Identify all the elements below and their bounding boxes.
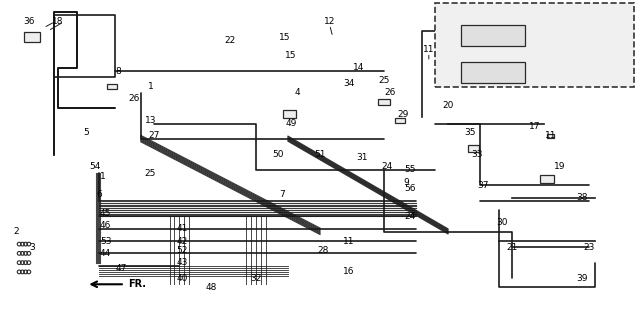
Text: 53: 53: [100, 236, 111, 246]
Text: 29: 29: [397, 110, 409, 119]
Text: 30: 30: [497, 218, 508, 227]
Text: 37: 37: [477, 181, 489, 190]
Bar: [461, 62, 525, 83]
Text: 21: 21: [506, 243, 518, 252]
Text: 11: 11: [423, 45, 435, 54]
Text: 5: 5: [84, 128, 89, 138]
Text: 35: 35: [465, 128, 476, 138]
Text: 23: 23: [583, 243, 595, 252]
Bar: [107, 84, 116, 89]
Bar: [461, 25, 525, 46]
Text: 56: 56: [404, 184, 415, 193]
Bar: [468, 145, 479, 152]
Text: 55: 55: [404, 165, 415, 175]
Text: 26: 26: [129, 94, 140, 104]
Text: 52: 52: [177, 246, 188, 255]
Text: 11: 11: [343, 236, 355, 246]
Text: 1: 1: [148, 82, 153, 91]
Text: 6: 6: [97, 190, 102, 199]
Text: 14: 14: [353, 63, 364, 73]
Bar: [435, 3, 634, 87]
Text: 7: 7: [279, 190, 284, 199]
Text: 4: 4: [295, 88, 300, 97]
Text: 41: 41: [177, 224, 188, 233]
Text: 32: 32: [250, 273, 262, 283]
Text: 54: 54: [89, 162, 100, 171]
Text: 43: 43: [177, 258, 188, 267]
Bar: [547, 133, 554, 138]
Text: 48: 48: [205, 283, 217, 292]
Text: 13: 13: [145, 116, 156, 125]
Text: 24: 24: [404, 212, 415, 221]
Text: 24: 24: [381, 162, 393, 171]
Bar: [540, 176, 554, 183]
Text: 10: 10: [545, 32, 556, 42]
Text: 34: 34: [343, 79, 355, 88]
Text: 44: 44: [100, 249, 111, 258]
Text: 40: 40: [177, 273, 188, 283]
Text: 27: 27: [148, 131, 159, 141]
Text: 33: 33: [471, 150, 483, 159]
Text: 28: 28: [317, 246, 329, 255]
Text: 12: 12: [324, 17, 335, 26]
Text: 47: 47: [116, 264, 127, 273]
Text: 49: 49: [285, 119, 297, 128]
Text: 3: 3: [29, 243, 35, 252]
Text: 50: 50: [273, 150, 284, 159]
Text: 17: 17: [529, 122, 540, 131]
Text: 19: 19: [554, 162, 566, 171]
Text: 20: 20: [442, 100, 454, 110]
Text: 38: 38: [577, 193, 588, 202]
Text: 26: 26: [385, 88, 396, 97]
Text: 39: 39: [577, 273, 588, 283]
Bar: [378, 99, 390, 105]
Text: 22: 22: [225, 36, 236, 45]
Text: 11: 11: [545, 131, 556, 141]
Text: 15: 15: [285, 51, 297, 60]
Text: 1: 1: [100, 171, 105, 181]
Text: 36: 36: [23, 17, 35, 26]
Text: 51: 51: [314, 150, 326, 159]
Text: 45: 45: [100, 209, 111, 218]
Text: 2: 2: [13, 227, 19, 236]
Text: 8: 8: [116, 66, 121, 76]
Text: FR.: FR.: [128, 279, 146, 289]
Text: 25: 25: [378, 76, 390, 85]
Text: 31: 31: [356, 153, 367, 162]
Bar: [283, 111, 296, 118]
Text: 9: 9: [404, 178, 409, 187]
Bar: [396, 118, 405, 123]
Text: 18: 18: [52, 17, 63, 26]
Text: 16: 16: [343, 267, 355, 277]
Bar: [24, 32, 40, 42]
Text: 46: 46: [100, 221, 111, 230]
Text: 25: 25: [145, 168, 156, 178]
Text: 42: 42: [177, 236, 188, 246]
Text: 15: 15: [279, 32, 291, 42]
